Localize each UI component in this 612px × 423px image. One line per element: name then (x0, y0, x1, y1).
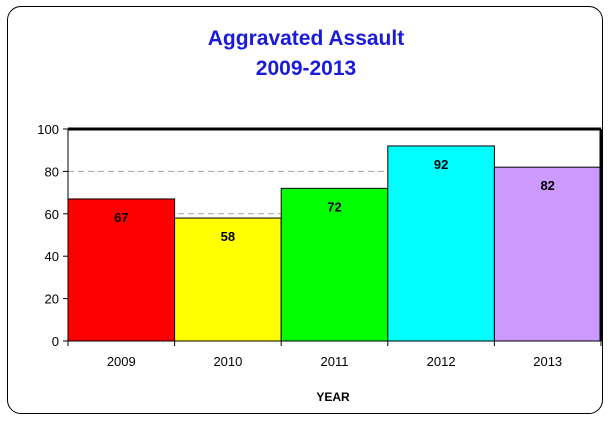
x-tick-label-2012: 2012 (427, 354, 456, 369)
bar-2011 (280, 187, 389, 342)
y-tick-label-60: 60 (45, 207, 59, 222)
x-tick-label-2011: 2011 (321, 354, 349, 369)
axes: 0 20 40 60 80 100 2009 2010 2011 2012 2013 (37, 122, 603, 369)
chart-subtitle: 2009-2013 (255, 57, 357, 80)
data-label-2013: 82 (540, 178, 554, 193)
bar-2010 (174, 217, 282, 342)
bars: 67 58 72 92 82 (67, 145, 602, 342)
y-tick-label-40: 40 (45, 249, 59, 264)
data-label-2009: 67 (114, 210, 128, 225)
y-tick-label-80: 80 (45, 164, 59, 179)
chart-title: Aggravated Assault (207, 27, 405, 50)
data-label-2010: 58 (221, 229, 235, 244)
bar-2012 (387, 145, 495, 342)
x-tick-label-2009: 2009 (107, 354, 136, 369)
x-tick-label-2010: 2010 (213, 354, 242, 369)
data-label-2011: 72 (327, 199, 341, 214)
y-tick-label-20: 20 (45, 292, 59, 307)
bar-2013 (493, 166, 602, 342)
data-label-2012: 92 (434, 157, 448, 172)
x-axis-title: YEAR (316, 390, 350, 404)
x-tick-label-2013: 2013 (533, 354, 562, 369)
y-tick-label-100: 100 (37, 122, 59, 137)
y-tick-label-0: 0 (52, 334, 59, 349)
